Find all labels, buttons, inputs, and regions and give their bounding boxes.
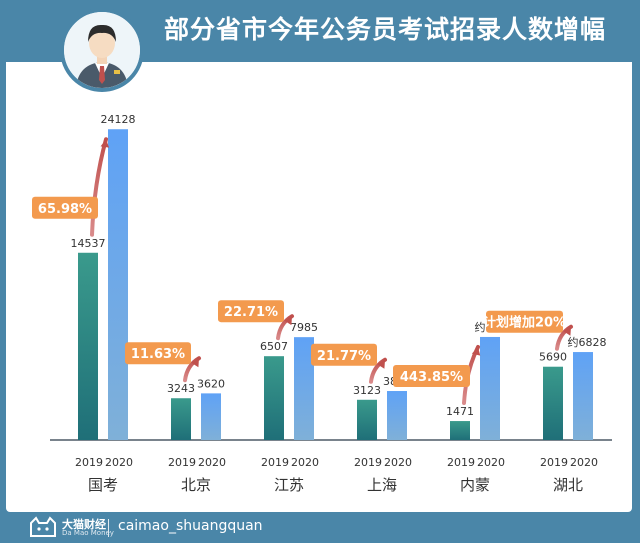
growth-arrowhead-icon <box>284 316 292 326</box>
data-label-2019: 3123 <box>353 384 381 397</box>
bar-2020 <box>201 393 221 440</box>
data-label-2020: 24128 <box>101 113 136 126</box>
chart-title: 部分省市今年公务员考试招录人数增幅 <box>163 15 606 44</box>
growth-badge <box>218 300 284 323</box>
footer-brand-sub: Da Mao Money <box>62 529 114 537</box>
data-label-2019: 6507 <box>260 340 288 353</box>
growth-arrowhead-icon <box>471 346 481 356</box>
growth-label: 11.63% <box>131 347 185 362</box>
growth-badge <box>125 342 191 365</box>
data-label-2019: 14537 <box>71 237 106 250</box>
growth-badge <box>393 365 470 388</box>
footer-handle: caimao_shuangquan <box>118 518 263 534</box>
bar-2019 <box>357 399 377 440</box>
growth-arrowhead-icon <box>191 358 199 368</box>
tick-label-2019: 2019 <box>261 456 289 469</box>
growth-label: 21.77% <box>317 349 371 364</box>
category-label: 内蒙 <box>460 476 490 494</box>
growth-arrowhead-icon <box>100 139 110 148</box>
category-label: 国考 <box>88 476 118 494</box>
tick-label-2020: 2020 <box>384 456 412 469</box>
tick-label-2019: 2019 <box>168 456 196 469</box>
growth-badge <box>486 310 563 333</box>
growth-label: 计划增加20% <box>483 315 566 331</box>
bar-2020 <box>387 391 407 440</box>
tick-label-2019: 2019 <box>354 456 382 469</box>
growth-label: 22.71% <box>224 305 278 320</box>
tick-label-2019: 2019 <box>75 456 103 469</box>
businessman-avatar-icon <box>60 8 144 92</box>
data-label-2020: 7985 <box>290 321 318 334</box>
footer: 大猫财经 Da Mao Money caimao_shuangquan <box>0 512 640 543</box>
tick-label-2020: 2020 <box>105 456 133 469</box>
growth-arrowhead-icon <box>563 326 571 336</box>
cat-logo-icon <box>30 516 56 537</box>
category-label: 北京 <box>181 476 211 494</box>
growth-badge <box>32 196 98 219</box>
tick-label-2020: 2020 <box>198 456 226 469</box>
data-label-2020: 约6828 <box>568 336 607 349</box>
bar-2020 <box>108 129 128 440</box>
bar-2020 <box>573 352 593 440</box>
tick-label-2019: 2019 <box>447 456 475 469</box>
bar-2019 <box>450 421 470 440</box>
growth-badge <box>311 343 377 366</box>
bar-2019 <box>171 398 191 440</box>
bar-2020 <box>294 337 314 440</box>
growth-arrowhead-icon <box>377 359 385 369</box>
data-label-2019: 3243 <box>167 382 195 395</box>
tick-label-2020: 2020 <box>291 456 319 469</box>
category-label: 上海 <box>367 476 397 494</box>
growth-label: 443.85% <box>400 370 463 385</box>
data-label-2019: 5690 <box>539 351 567 364</box>
tick-label-2020: 2020 <box>570 456 598 469</box>
footer-brand: 大猫财经 <box>62 518 106 531</box>
growth-label: 65.98% <box>38 202 92 217</box>
growth-arrow-icon <box>90 137 108 237</box>
tick-label-2019: 2019 <box>540 456 568 469</box>
bar-2019 <box>78 252 98 440</box>
category-label: 江苏 <box>274 476 304 494</box>
footer-divider <box>108 519 109 537</box>
bar-2019 <box>264 356 284 440</box>
bar-2020 <box>480 336 500 440</box>
category-label: 湖北 <box>553 476 583 494</box>
bar-2019 <box>543 366 563 440</box>
data-label-2020: 3620 <box>197 377 225 390</box>
data-label-2019: 1471 <box>446 405 474 418</box>
tick-label-2020: 2020 <box>477 456 505 469</box>
